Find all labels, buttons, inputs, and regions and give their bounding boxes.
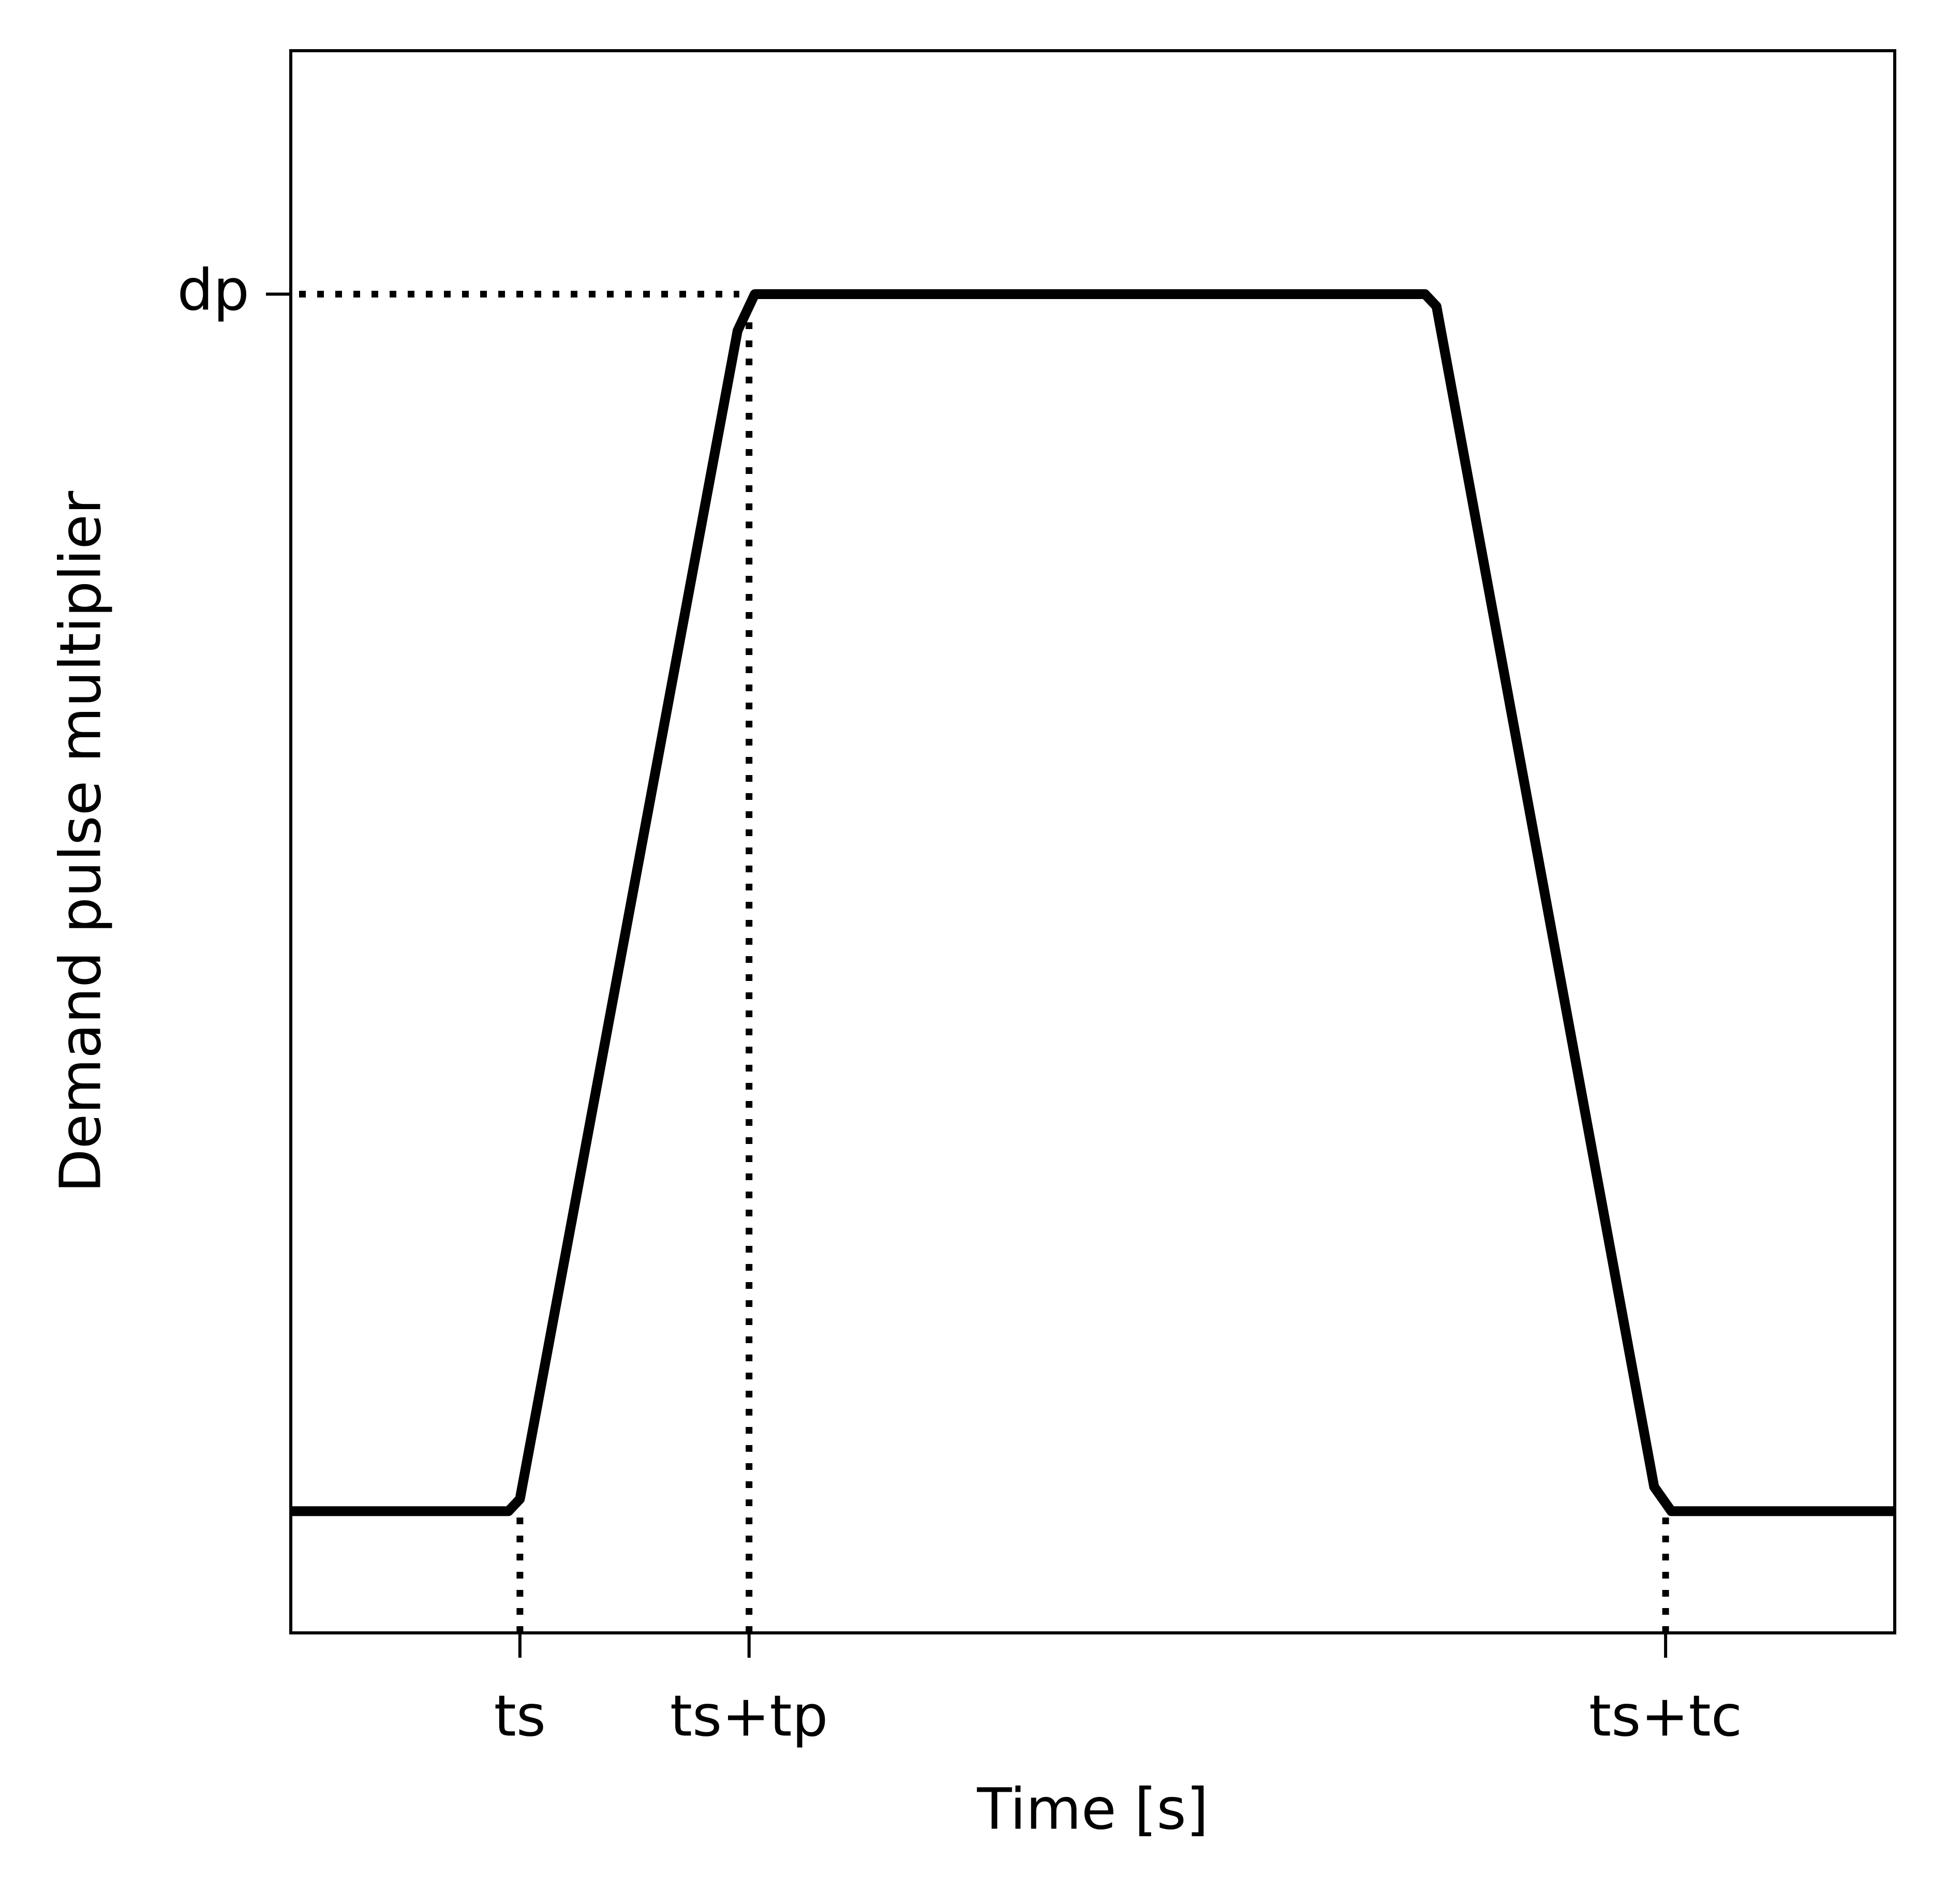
y-tick-label: dp <box>177 257 249 323</box>
plot-frame <box>289 49 1896 1634</box>
x-axis-label: Time [s] <box>976 1776 1208 1842</box>
x-tick-label: ts <box>494 1683 546 1749</box>
y-axis-label: Demand pulse multiplier <box>47 490 113 1193</box>
x-tick-label: ts+tc <box>1589 1683 1742 1749</box>
series-line <box>291 289 1895 1516</box>
x-tick-label: ts+tp <box>670 1683 828 1749</box>
